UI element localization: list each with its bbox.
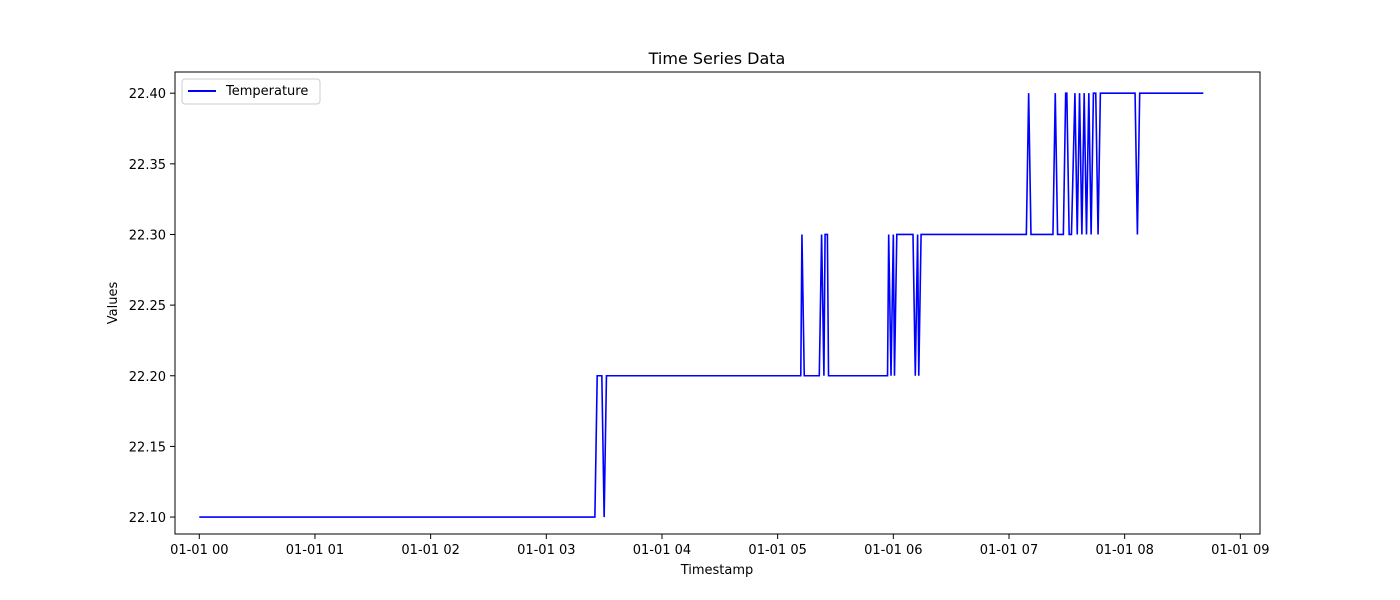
x-tick-label: 01-01 09 (1211, 543, 1269, 558)
legend: Temperature (181, 78, 321, 105)
legend-box (181, 78, 321, 105)
x-tick-label: 01-01 01 (286, 543, 344, 558)
legend-label: Temperature (225, 84, 308, 99)
x-axis-label: Timestamp (680, 563, 754, 578)
plot-frame (174, 71, 1261, 535)
x-tick-label: 01-01 04 (633, 543, 691, 558)
x-tick-label: 01-01 05 (748, 543, 806, 558)
x-tick-label: 01-01 08 (1095, 543, 1153, 558)
x-tick-label: 01-01 07 (980, 543, 1038, 558)
series-line-temperature (199, 92, 1204, 518)
y-tick-label: 22.20 (129, 370, 166, 385)
x-tick-label: 01-01 00 (170, 543, 228, 558)
x-axis: 01-01 00 01-01 01 01-01 02 01-01 03 01-01 04… (170, 534, 1270, 558)
x-tick-label: 01-01 06 (864, 543, 922, 558)
x-tick-label: 01-01 03 (517, 543, 575, 558)
y-tick-label: 22.10 (129, 511, 166, 526)
chart-title: Time Series Data (648, 49, 786, 68)
x-tick-label: 01-01 02 (401, 543, 459, 558)
y-tick-label: 22.40 (129, 87, 166, 102)
series-layer (199, 92, 1204, 518)
y-tick-label: 22.30 (129, 228, 166, 243)
y-tick-label: 22.25 (129, 299, 166, 314)
y-axis: 22.10 22.15 22.20 22.25 22.30 22.35 22.40 (129, 87, 175, 526)
y-axis-label: Values (106, 282, 121, 325)
y-tick-label: 22.15 (129, 440, 166, 455)
y-tick-label: 22.35 (129, 158, 166, 173)
